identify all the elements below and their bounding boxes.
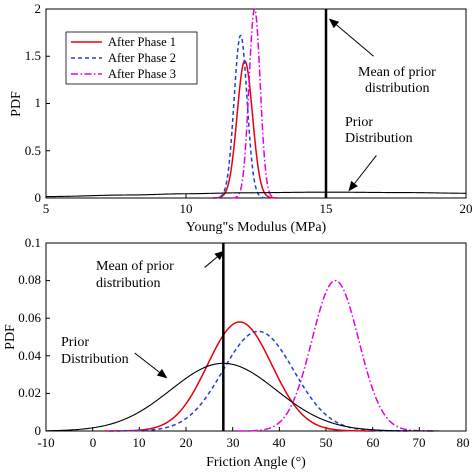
legend-label-phase-1: After Phase 1: [108, 35, 176, 49]
annotation-arrow: [336, 24, 374, 57]
annotation-arrow: [204, 256, 218, 268]
annotation-text: Prior Distribution: [345, 115, 413, 146]
annotation-arrow: [134, 352, 160, 373]
annotation-prior-distribution: Prior Distribution: [345, 115, 413, 192]
x-tick-label: 60: [367, 435, 380, 450]
x-axis-label: Friction Angle (°): [206, 455, 306, 470]
y-axis-label: PDF: [9, 91, 24, 117]
annotation-text: Mean of prior distribution: [358, 65, 439, 96]
series-after-phase-2: [109, 330, 408, 432]
y-tick-label: 0.08: [18, 272, 41, 287]
annotation-line: Prior: [345, 115, 373, 130]
x-tick-label: 80: [457, 435, 470, 450]
x-tick-label: 15: [320, 201, 333, 216]
x-tick-label: 10: [180, 201, 193, 216]
annotation-prior-distribution: Prior Distribution: [61, 335, 168, 379]
y-tick-label: 1.5: [25, 48, 41, 63]
y-tick-label: 0.02: [18, 385, 41, 400]
x-tick-label: 0: [90, 435, 97, 450]
legend-label-phase-2: After Phase 2: [108, 51, 176, 65]
x-tick-label: 70: [413, 435, 426, 450]
annotation-line: Prior: [61, 335, 89, 350]
y-tick-label: 0.1: [25, 235, 41, 250]
y-tick-label: 0: [35, 190, 42, 205]
annotation-line: distribution: [96, 276, 161, 291]
annotation-mean-of-prior: Mean of prior distribution: [92, 250, 225, 294]
series-group: [45, 279, 445, 432]
series-after-phase-2: [213, 34, 268, 199]
x-tick-label: 30: [227, 435, 240, 450]
legend: After Phase 1 After Phase 2 After Phase …: [65, 31, 198, 85]
y-tick-label: 0: [35, 423, 42, 438]
panel-youngs-modulus: 5 10 15 20 0 0.5 1 1.5 2 Young"s Modulus…: [9, 1, 473, 235]
annotation-mean-of-prior: Mean of prior distribution: [328, 18, 439, 96]
x-tick-label: 20: [180, 435, 193, 450]
annotation-line: Distribution: [345, 131, 413, 146]
y-tick-label: 2: [35, 1, 42, 16]
x-tick-label: 5: [43, 201, 50, 216]
x-tick-label: 40: [273, 435, 286, 450]
x-axis-label: Young"s Modulus (MPa): [186, 220, 327, 235]
annotation-arrowhead: [328, 18, 340, 29]
annotation-line: Mean of prior: [96, 259, 174, 274]
y-tick-label: 0.04: [18, 348, 41, 363]
annotation-background: [92, 255, 202, 294]
series-after-phase-3: [231, 8, 279, 199]
annotation-arrowhead: [156, 368, 168, 379]
x-tick-labels: 5 10 15 20: [43, 201, 473, 216]
series-group: [46, 8, 467, 199]
annotation-text: Mean of prior distribution: [96, 259, 177, 291]
annotation-arrowhead: [348, 180, 358, 192]
y-tick-labels: 0 0.5 1 1.5 2: [25, 1, 41, 205]
panel-friction-angle: -10 0 10 20 30 40 50 60 70 80 0 0.02 0.0…: [3, 235, 470, 470]
y-tick-label: 0.06: [18, 310, 41, 325]
series-after-phase-3: [237, 279, 434, 432]
series-after-phase-1: [104, 321, 375, 432]
annotation-arrow: [354, 155, 377, 184]
annotation-line: Mean of prior: [358, 65, 436, 80]
y-tick-labels: 0 0.02 0.04 0.06 0.08 0.1: [18, 235, 41, 438]
x-tick-label: 10: [133, 435, 146, 450]
y-tick-label: 0.5: [25, 143, 41, 158]
x-tick-label: -10: [37, 435, 54, 450]
series-prior-distribution: [46, 191, 467, 198]
annotation-arrowhead: [214, 250, 225, 261]
y-tick-label: 1: [35, 95, 42, 110]
legend-label-phase-3: After Phase 3: [108, 67, 176, 81]
x-tick-label: 20: [460, 201, 473, 216]
annotation-line: Distribution: [61, 352, 129, 367]
y-axis-label: PDF: [3, 324, 18, 350]
x-tick-label: 50: [320, 435, 333, 450]
axis-ticks: [45, 8, 467, 199]
annotation-text: Prior Distribution: [61, 335, 129, 367]
annotation-line: distribution: [365, 81, 430, 96]
series-prior-distribution: [45, 362, 445, 432]
series-after-phase-1: [212, 60, 278, 199]
x-tick-labels: -10 0 10 20 30 40 50 60 70 80: [37, 435, 469, 450]
